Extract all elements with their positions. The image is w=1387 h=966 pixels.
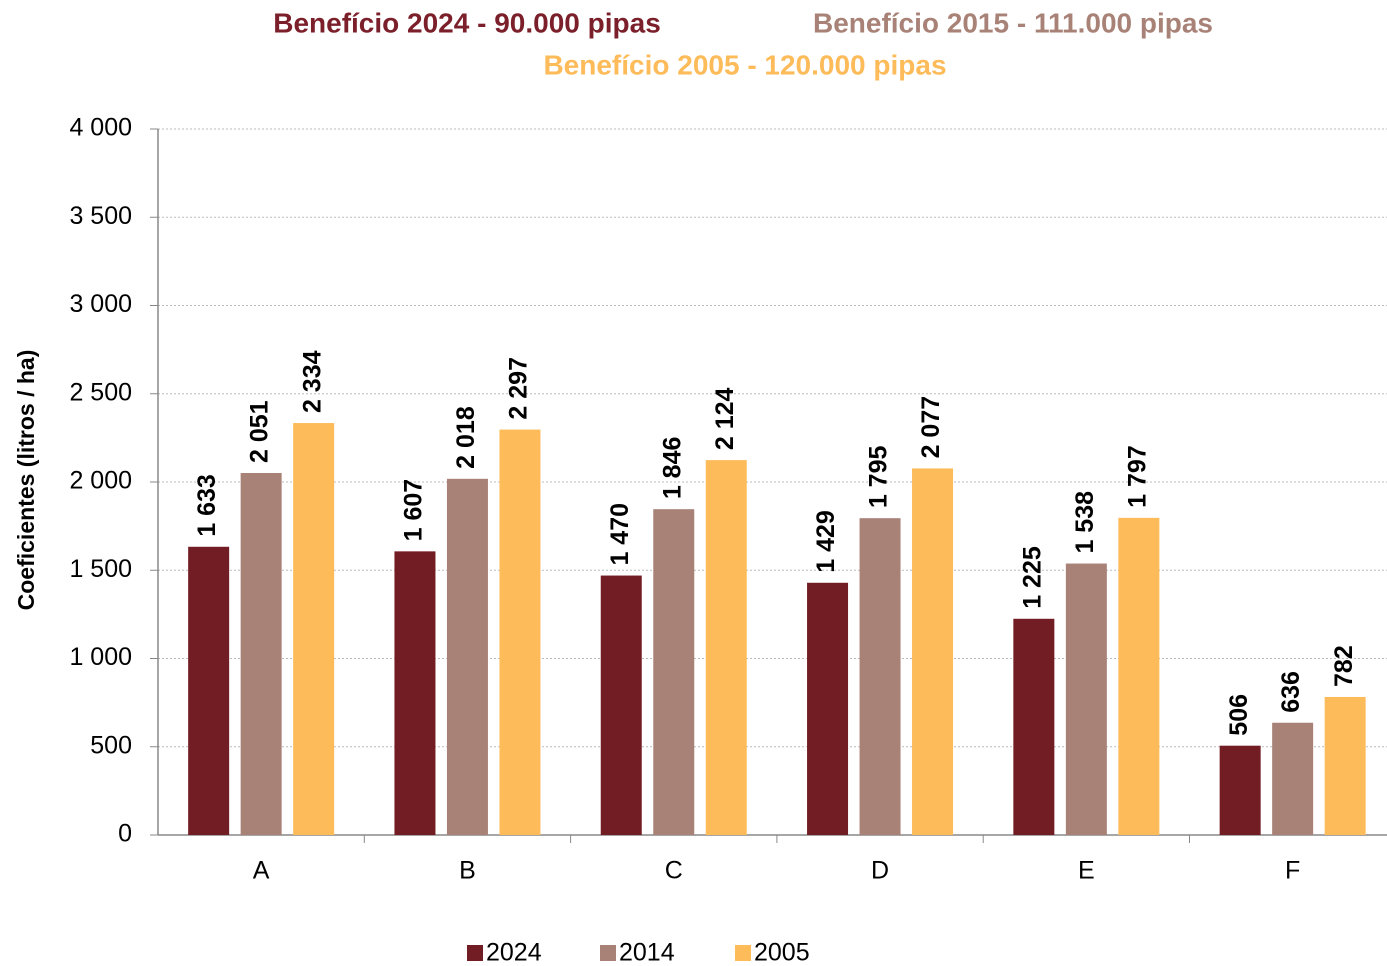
data-label: 1 795 [865, 446, 893, 509]
x-tick-label: E [1078, 857, 1095, 885]
bar [653, 509, 695, 835]
legend-swatch [735, 945, 751, 961]
data-label: 1 429 [812, 510, 840, 573]
y-axis-label: Coeficientes (litros / ha) [13, 350, 39, 611]
data-label: 636 [1277, 671, 1305, 713]
data-label: 1 797 [1123, 445, 1151, 508]
data-label: 2 297 [505, 357, 533, 420]
chart-title: Benefício 2024 - 90.000 pipas [273, 7, 661, 38]
legend-label: 2024 [486, 939, 542, 966]
bar [1324, 696, 1366, 835]
bar [394, 551, 436, 835]
data-label: 2 018 [452, 406, 480, 469]
data-label: 2 077 [917, 396, 945, 459]
y-tick-label: 2 500 [69, 378, 132, 406]
y-tick-label: 4 000 [69, 114, 132, 142]
y-tick-label: 1 000 [69, 643, 132, 671]
x-tick-label: D [871, 857, 889, 885]
data-label: 2 124 [711, 387, 739, 450]
data-label: 1 633 [193, 474, 221, 537]
legend-swatch [600, 945, 616, 961]
x-tick-label: B [459, 857, 476, 885]
y-tick-label: 500 [90, 731, 132, 759]
data-label: 1 607 [400, 479, 428, 542]
data-label: 1 470 [606, 503, 634, 566]
chart-title: Benefício 2015 - 111.000 pipas [813, 7, 1213, 38]
bar [807, 582, 849, 835]
bar [1118, 517, 1160, 835]
x-tick-label: F [1285, 857, 1300, 885]
y-tick-label: 3 000 [69, 290, 132, 318]
chart-title: Benefício 2005 - 120.000 pipas [543, 49, 946, 80]
bar [859, 518, 901, 835]
x-tick-label: C [665, 857, 683, 885]
bar [499, 429, 541, 835]
y-tick-label: 1 500 [69, 555, 132, 583]
legend-label: 2005 [754, 939, 810, 966]
bar [1219, 745, 1261, 835]
bar [240, 472, 282, 835]
y-tick-label: 0 [118, 820, 132, 848]
bar [1013, 618, 1055, 835]
y-tick-label: 2 000 [69, 467, 132, 495]
bar [188, 546, 230, 835]
data-label: 2 051 [246, 400, 274, 463]
bar [705, 460, 747, 835]
x-tick-label: A [253, 857, 270, 885]
y-tick-label: 3 500 [69, 202, 132, 230]
legend-label: 2014 [619, 939, 675, 966]
bar [1272, 722, 1314, 835]
bar [1065, 563, 1107, 835]
bar [446, 478, 488, 835]
data-label: 506 [1225, 694, 1253, 736]
bar [600, 575, 642, 835]
legend-swatch [467, 945, 483, 961]
data-label: 1 225 [1018, 546, 1046, 609]
data-label: 782 [1330, 645, 1358, 687]
data-label: 2 334 [298, 350, 326, 413]
data-label: 1 538 [1071, 491, 1099, 554]
bar [912, 468, 954, 835]
bar [293, 423, 335, 835]
data-label: 1 846 [658, 437, 686, 500]
